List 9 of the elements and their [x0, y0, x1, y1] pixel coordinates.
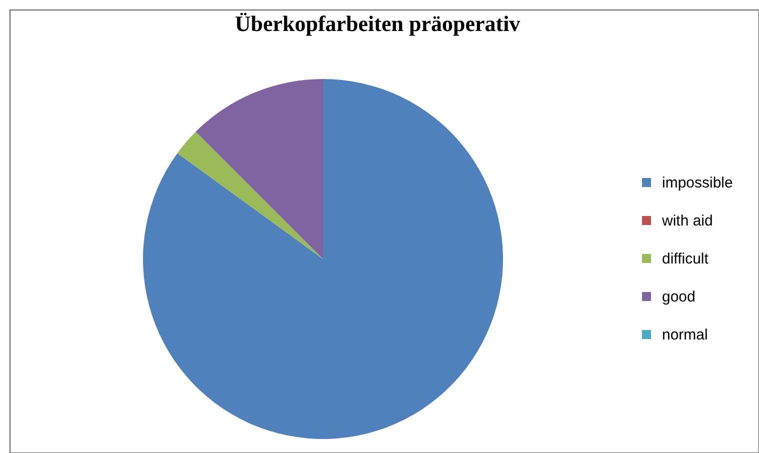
chart-title: Überkopfarbeiten präoperativ [234, 11, 520, 36]
legend-label: with aid [661, 212, 713, 230]
legend-label: good [662, 288, 696, 306]
legend-label: difficult [662, 250, 710, 268]
pie-slice [143, 79, 503, 439]
legend-label: impossible [662, 174, 733, 192]
legend-label: normal [662, 326, 708, 344]
pie-slice [196, 79, 323, 259]
pie-slice [177, 132, 323, 259]
